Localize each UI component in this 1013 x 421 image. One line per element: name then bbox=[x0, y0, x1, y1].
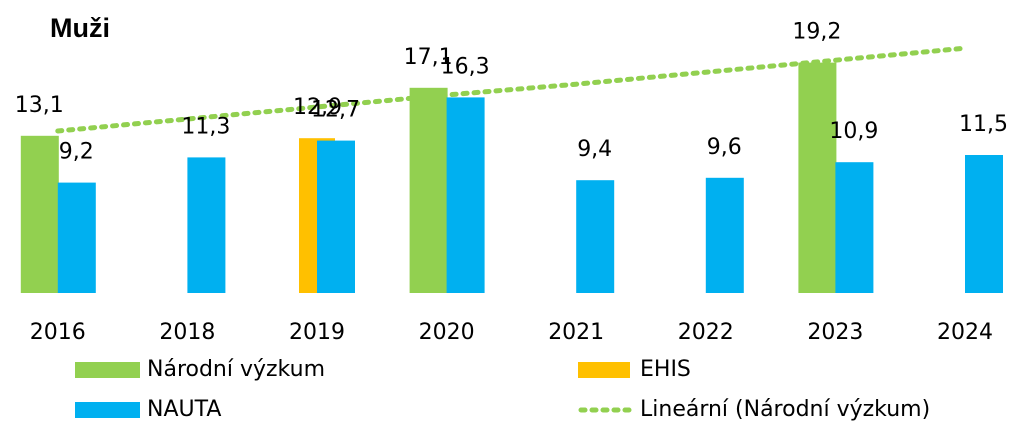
bar bbox=[835, 162, 874, 293]
x-tick-label: 2019 bbox=[289, 320, 345, 345]
data-label: 16,3 bbox=[441, 54, 490, 79]
legend-label: NAUTA bbox=[147, 397, 221, 421]
data-label: 9,6 bbox=[707, 135, 742, 160]
legend-swatch bbox=[75, 362, 140, 378]
x-tick-label: 2016 bbox=[30, 320, 86, 345]
x-tick-label: 2018 bbox=[159, 320, 215, 345]
data-label: 12,7 bbox=[311, 98, 360, 123]
data-label: 9,4 bbox=[577, 137, 612, 162]
bar bbox=[446, 97, 485, 294]
trend-line bbox=[55, 45, 968, 134]
chart-title: Muži bbox=[50, 13, 110, 43]
x-tick-label: 2020 bbox=[419, 320, 475, 345]
data-label: 11,5 bbox=[959, 112, 1008, 137]
bar bbox=[965, 155, 1003, 293]
x-tick-label: 2024 bbox=[937, 320, 993, 345]
legend-label: EHIS bbox=[640, 357, 691, 382]
data-label: 11,3 bbox=[181, 114, 230, 139]
x-tick-label: 2023 bbox=[807, 320, 863, 345]
bar bbox=[798, 62, 837, 293]
x-tick-label: 2021 bbox=[548, 320, 604, 345]
bar bbox=[705, 177, 744, 293]
data-label: 17,1 bbox=[404, 45, 453, 70]
data-label: 13,1 bbox=[15, 93, 64, 118]
data-label: 12,9 bbox=[293, 95, 342, 120]
bar bbox=[20, 135, 59, 293]
x-tick-label: 2022 bbox=[678, 320, 734, 345]
bar bbox=[57, 182, 96, 293]
data-label: 10,9 bbox=[829, 119, 878, 144]
bar bbox=[409, 87, 448, 293]
legend-swatch bbox=[578, 362, 630, 378]
data-label: 19,2 bbox=[792, 20, 841, 45]
data-label: 9,2 bbox=[59, 140, 94, 165]
bar bbox=[317, 140, 355, 293]
bar bbox=[187, 157, 226, 293]
bar bbox=[576, 180, 615, 293]
legend-swatch bbox=[75, 402, 140, 418]
legend-label: Národní výzkum bbox=[147, 357, 325, 382]
legend-label: Lineární (Národní výzkum) bbox=[640, 397, 930, 421]
